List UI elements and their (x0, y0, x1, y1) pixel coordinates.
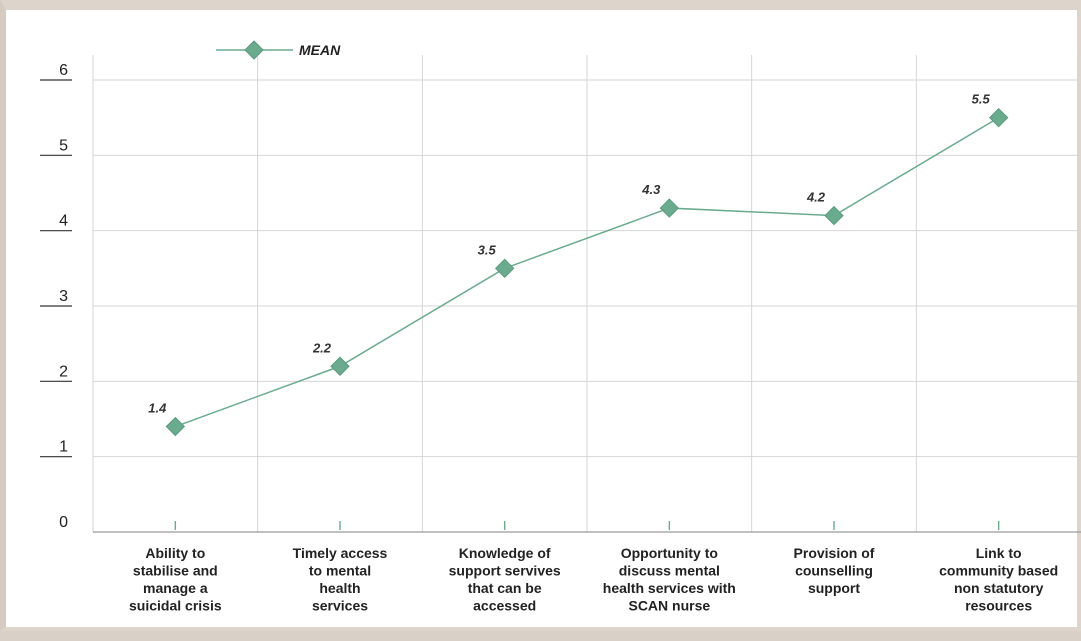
x-category-label: accessed (473, 598, 536, 614)
x-category-label: manage a (143, 580, 208, 596)
x-category-label: community based (939, 563, 1058, 579)
x-category-label: health services with (603, 580, 736, 596)
data-point-marker (494, 258, 515, 279)
x-category-label: resources (965, 598, 1032, 614)
series-line-mean (175, 117, 1000, 428)
data-point-marker (988, 107, 1009, 128)
data-label: 5.5 (972, 92, 991, 107)
x-category-label: suicidal crisis (129, 598, 222, 614)
x-category-label: counselling (795, 563, 873, 579)
x-category-label: to mental (309, 563, 371, 579)
data-label: 4.3 (641, 182, 661, 197)
y-tick-label: 5 (59, 137, 68, 154)
x-category-label: health (319, 580, 360, 596)
x-category-label: Opportunity to (621, 545, 718, 561)
data-label: 3.5 (478, 242, 497, 257)
x-category-label: Ability to (145, 545, 205, 561)
x-category-label: Timely access (293, 545, 388, 561)
x-category-label: Provision of (794, 545, 875, 561)
y-tick-label: 3 (59, 288, 68, 305)
legend-label-mean: MEAN (299, 42, 341, 58)
x-category-label: discuss mental (619, 563, 720, 579)
y-tick-label: 0 (59, 514, 68, 531)
data-label: 1.4 (148, 401, 167, 416)
data-label: 2.2 (312, 340, 332, 355)
x-category-label: support servives (449, 563, 561, 579)
y-tick-label: 4 (59, 213, 68, 230)
y-tick-label: 1 (59, 439, 68, 456)
data-label: 4.2 (806, 190, 826, 205)
data-point-marker (824, 205, 844, 226)
x-category-label: Link to (976, 545, 1022, 561)
y-tick-label: 6 (59, 62, 68, 79)
x-category-label: stabilise and (133, 563, 218, 579)
y-tick-label: 2 (59, 363, 68, 380)
data-point-marker (659, 198, 680, 218)
data-point-marker (330, 356, 350, 376)
legend-marker (244, 40, 264, 60)
x-category-label: non statutory (954, 580, 1044, 596)
x-category-label: support (808, 580, 860, 596)
x-category-label: SCAN nurse (628, 598, 710, 614)
data-point-marker (165, 416, 186, 437)
x-category-label: Knowledge of (459, 545, 551, 561)
x-category-label: that can be (468, 580, 542, 596)
x-category-label: services (312, 598, 368, 614)
